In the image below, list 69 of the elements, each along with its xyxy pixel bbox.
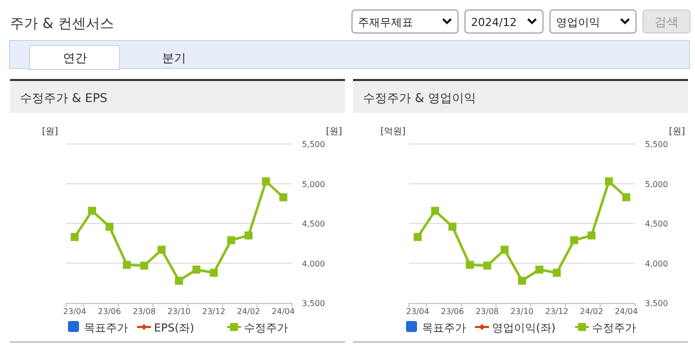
point [431, 206, 440, 215]
legend-label: 영업이익(좌) [492, 322, 556, 334]
x-tick-label: 23/10 [510, 307, 534, 316]
x-tick-label: 23/08 [132, 307, 156, 316]
point [122, 260, 131, 269]
point [262, 177, 270, 186]
x-tick-label: 23/12 [202, 307, 226, 316]
y2-tick-label: 4,500 [302, 220, 325, 228]
y2-tick-label: 4,000 [302, 259, 325, 268]
text: 연간 [63, 51, 87, 65]
point [70, 233, 79, 242]
point [414, 233, 422, 242]
point [210, 268, 218, 277]
text: 주재무제표 [358, 16, 413, 29]
point [518, 276, 526, 285]
x-tick-label: 23/06 [98, 307, 121, 316]
point [570, 236, 578, 244]
point [244, 231, 253, 240]
point [466, 260, 474, 269]
x-tick-label: 23/04 [406, 307, 430, 316]
x-tick-label: 23/08 [476, 307, 499, 316]
x-tick-label: 24/04 [614, 307, 638, 316]
y2-axis-title: [원] [326, 127, 342, 137]
text: 영업이익 [556, 16, 600, 29]
point [588, 231, 596, 240]
x-tick-label: 23/10 [167, 307, 191, 316]
point [483, 262, 492, 270]
chart-title: 수정주가 & 영업이익 [363, 91, 476, 105]
y-axis-title: [원] [42, 127, 58, 137]
point [158, 246, 166, 254]
legend-label: EPS(좌) [154, 322, 194, 334]
y2-tick-label: 5,000 [645, 180, 668, 189]
x-tick-label: 23/04 [63, 307, 86, 316]
point [622, 193, 630, 202]
x-tick-label: 23/06 [440, 307, 464, 316]
x-tick-label: 24/04 [272, 307, 295, 316]
point [175, 276, 183, 285]
y2-tick-label: 4,000 [645, 259, 668, 268]
y2-tick-label: 3,500 [302, 299, 325, 308]
y2-tick-label: 3,500 [645, 299, 668, 308]
legend-label: 목표주가 [84, 322, 128, 334]
x-tick-label: 24/02 [237, 307, 260, 316]
point [227, 236, 236, 244]
legend-label: 수정주가 [592, 322, 636, 334]
text: 검색 [654, 15, 678, 29]
y2-tick-label: 5,000 [302, 180, 325, 189]
x-tick-label: 23/12 [545, 307, 568, 316]
x-tick-label: 24/02 [580, 307, 604, 316]
point [279, 193, 288, 202]
point [552, 268, 561, 277]
point [88, 206, 96, 215]
legend-label: 수정주가 [244, 322, 288, 334]
y2-tick-label: 4,500 [645, 220, 668, 228]
text: 2024/12 [471, 16, 517, 29]
point [500, 246, 509, 254]
chart-title: 수정주가 & EPS [20, 91, 108, 105]
point [140, 262, 148, 270]
y2-tick-label: 5,500 [645, 140, 668, 149]
point [535, 266, 544, 274]
y2-axis-title: [원] [668, 127, 686, 137]
text: 주가 & 컨센서스 [10, 16, 114, 32]
point [105, 222, 114, 231]
legend-label: 목표주가 [422, 322, 466, 334]
y2-tick-label: 5,500 [302, 140, 325, 149]
point [192, 266, 200, 274]
point [448, 222, 456, 231]
y-axis-title: [억원] [380, 127, 406, 137]
point [604, 177, 613, 186]
text: 분기 [162, 51, 186, 65]
